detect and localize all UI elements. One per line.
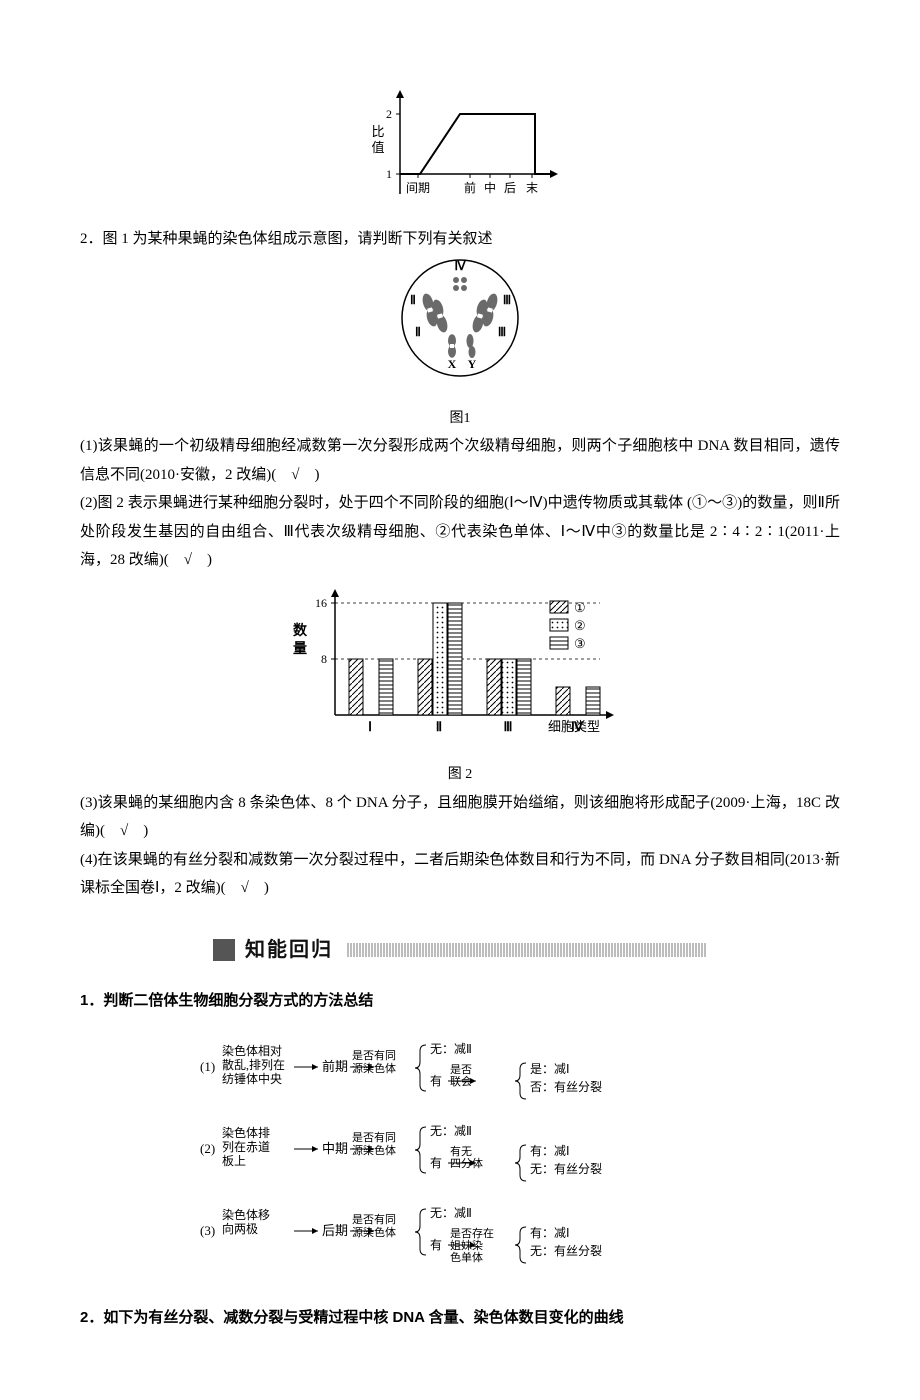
svg-text:中: 中 — [484, 180, 496, 195]
svg-text:Ⅲ: Ⅲ — [504, 719, 513, 734]
svg-text:Ⅲ: Ⅲ — [503, 293, 511, 307]
svg-text:无：减Ⅱ: 无：减Ⅱ — [430, 1124, 472, 1138]
section-marker-icon — [213, 939, 235, 961]
fig1-wrap: Ⅳ Ⅱ Ⅱ Ⅲ Ⅲ XY 图1 — [80, 253, 840, 432]
svg-text:是否有同: 是否有同 — [352, 1048, 396, 1062]
svg-text:值: 值 — [371, 140, 384, 155]
svg-text:有: 有 — [430, 1238, 442, 1252]
svg-text:1: 1 — [386, 167, 392, 181]
svg-text:Y: Y — [468, 357, 477, 371]
svg-text:源染色体: 源染色体 — [352, 1061, 396, 1075]
svg-text:前: 前 — [464, 180, 476, 195]
svg-text:③: ③ — [574, 636, 586, 651]
svg-text:姐妹染: 姐妹染 — [450, 1238, 483, 1252]
svg-text:色单体: 色单体 — [450, 1250, 483, 1264]
svg-text:有无: 有无 — [450, 1144, 472, 1158]
method-diagram-wrap: (1)染色体相对散乱,排列在纺锤体中央前期是否有同源染色体无：减Ⅱ有是否联会是：… — [80, 1023, 840, 1294]
svg-text:是否存在: 是否存在 — [450, 1226, 494, 1240]
fig1-caption: 图1 — [80, 406, 840, 433]
svg-text:①: ① — [574, 600, 586, 615]
svg-text:染色体排: 染色体排 — [222, 1125, 270, 1140]
svg-text:有: 有 — [430, 1074, 442, 1088]
svg-text:向两极: 向两极 — [222, 1221, 258, 1236]
section-title: 知能回归 — [245, 931, 333, 969]
svg-text:量: 量 — [293, 641, 307, 657]
svg-text:Ⅳ: Ⅳ — [454, 259, 466, 273]
method-diagram: (1)染色体相对散乱,排列在纺锤体中央前期是否有同源染色体无：减Ⅱ有是否联会是：… — [200, 1023, 720, 1283]
q2-intro: 2．图 1 为某种果蝇的染色体组成示意图，请判断下列有关叙述 — [80, 225, 840, 254]
svg-text:染色体相对: 染色体相对 — [222, 1043, 282, 1058]
svg-text:有：减Ⅰ: 有：减Ⅰ — [530, 1144, 570, 1158]
svg-text:②: ② — [574, 618, 586, 633]
svg-text:无：有丝分裂: 无：有丝分裂 — [530, 1244, 602, 1258]
svg-text:Ⅰ: Ⅰ — [368, 719, 372, 734]
svg-text:是否有同: 是否有同 — [352, 1212, 396, 1226]
svg-text:细胞类型: 细胞类型 — [548, 719, 600, 734]
svg-text:否：有丝分裂: 否：有丝分裂 — [530, 1080, 602, 1094]
svg-text:源染色体: 源染色体 — [352, 1143, 396, 1157]
svg-text:Ⅱ: Ⅱ — [410, 293, 416, 307]
q2-1: (1)该果蝇的一个初级精母细胞经减数第一次分裂形成两个次级精母细胞，则两个子细胞… — [80, 432, 840, 489]
svg-text:是：减Ⅰ: 是：减Ⅰ — [530, 1062, 570, 1076]
svg-text:是否: 是否 — [450, 1063, 472, 1076]
svg-text:四分体: 四分体 — [450, 1156, 483, 1170]
svg-text:中期: 中期 — [322, 1141, 348, 1156]
svg-text:无：减Ⅱ: 无：减Ⅱ — [430, 1042, 472, 1056]
svg-text:(1): (1) — [200, 1059, 215, 1074]
svg-text:8: 8 — [321, 652, 327, 666]
svg-text:有: 有 — [430, 1156, 442, 1170]
fig2-caption: 图 2 — [80, 762, 840, 789]
svg-text:2: 2 — [386, 107, 392, 121]
svg-text:无：有丝分裂: 无：有丝分裂 — [530, 1162, 602, 1176]
svg-text:间期: 间期 — [406, 181, 430, 195]
svg-text:是否有同: 是否有同 — [352, 1130, 396, 1144]
q2-4: (4)在该果蝇的有丝分裂和减数第一次分裂过程中，二者后期染色体数目和行为不同，而… — [80, 846, 840, 903]
svg-text:Ⅲ: Ⅲ — [498, 325, 506, 339]
ratio-chart: 1 2比值间期 前中后末 — [360, 84, 560, 214]
svg-text:源染色体: 源染色体 — [352, 1225, 396, 1239]
svg-text:16: 16 — [315, 596, 327, 610]
section-bar-icon — [347, 943, 707, 957]
section-header: 知能回归 — [80, 931, 840, 969]
svg-text:散乱,排列在: 散乱,排列在 — [222, 1057, 285, 1072]
svg-text:板上: 板上 — [222, 1154, 246, 1168]
sub2: 2．如下为有丝分裂、减数分裂与受精过程中核 DNA 含量、染色体数目变化的曲线 — [80, 1304, 840, 1333]
svg-text:末: 末 — [526, 181, 538, 195]
fig1-svg: Ⅳ Ⅱ Ⅱ Ⅲ Ⅲ XY — [385, 253, 535, 393]
svg-text:(2): (2) — [200, 1141, 215, 1156]
fig2-svg: 数量816ⅠⅡⅢⅣ细胞类型①②③ — [280, 575, 640, 750]
svg-text:(3): (3) — [200, 1223, 215, 1238]
q2-3: (3)该果蝇的某细胞内含 8 条染色体、8 个 DNA 分子，且细胞膜开始缢缩，… — [80, 789, 840, 846]
svg-text:前期: 前期 — [322, 1059, 348, 1074]
svg-text:数: 数 — [293, 622, 308, 639]
svg-text:X: X — [448, 357, 457, 371]
svg-text:无：减Ⅱ: 无：减Ⅱ — [430, 1206, 472, 1220]
fig2-wrap: 数量816ⅠⅡⅢⅣ细胞类型①②③ 图 2 — [80, 575, 840, 789]
q2-2: (2)图 2 表示果蝇进行某种细胞分裂时，处于四个不同阶段的细胞(Ⅰ～Ⅳ)中遗传… — [80, 489, 840, 575]
sub1: 1．判断二倍体生物细胞分裂方式的方法总结 — [80, 987, 840, 1016]
svg-text:后: 后 — [504, 181, 516, 195]
svg-text:比: 比 — [371, 124, 384, 139]
svg-text:Ⅱ: Ⅱ — [415, 325, 421, 339]
svg-text:纺锤体中央: 纺锤体中央 — [222, 1071, 282, 1086]
svg-text:列在赤道: 列在赤道 — [222, 1140, 270, 1154]
svg-text:有：减Ⅰ: 有：减Ⅰ — [530, 1226, 570, 1240]
ratio-chart-wrap: 1 2比值间期 前中后末 — [80, 84, 840, 225]
svg-text:联会: 联会 — [450, 1075, 472, 1088]
svg-text:Ⅱ: Ⅱ — [436, 719, 442, 734]
svg-text:后期: 后期 — [322, 1223, 348, 1238]
svg-text:染色体移: 染色体移 — [222, 1207, 270, 1222]
